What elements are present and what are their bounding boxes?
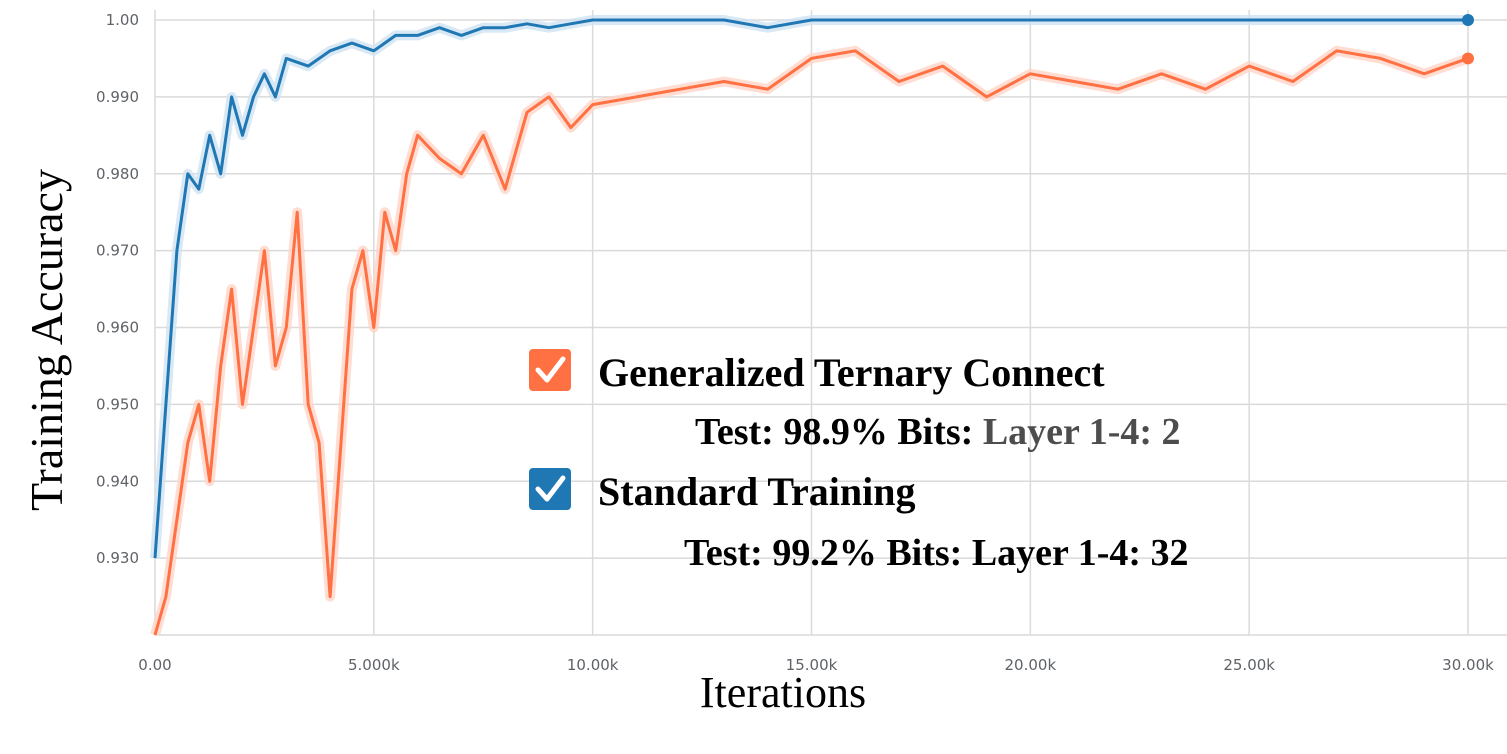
x-tick-label: 15.00k — [786, 656, 838, 674]
x-tick-label: 10.00k — [567, 656, 619, 674]
checkmark-icon — [535, 356, 566, 383]
end-marker-gtc — [1462, 52, 1474, 65]
grid-lines — [154, 10, 1507, 636]
legend-sub-gtc: Test: 98.9% Bits: Layer 1-4: 2 — [695, 411, 1181, 453]
legend-sub-standard-prefix: Test: 99.2% Bits: — [684, 532, 972, 574]
legend-sub-gtc-suffix: Layer 1-4: 2 — [983, 411, 1181, 453]
y-tick-label: 0.990 — [96, 88, 139, 106]
y-tick-label: 1.00 — [106, 11, 139, 29]
legend-checkbox-gtc[interactable] — [529, 349, 571, 391]
y-tick-label: 0.960 — [96, 319, 139, 337]
legend-sub-standard: Test: 99.2% Bits: Layer 1-4: 32 — [684, 532, 1189, 574]
y-tick-label: 0.950 — [96, 395, 139, 413]
y-tick-label: 0.980 — [96, 165, 139, 183]
series-line-gtc — [153, 49, 1469, 636]
x-axis-title: Iterations — [700, 668, 866, 717]
legend-sub-gtc-prefix: Test: 98.9% Bits: — [695, 411, 983, 453]
y-axis-title: Training Accuracy — [21, 169, 72, 511]
x-tick-labels: 0.00 5.000k 10.00k 15.00k 20.00k 25.00k 30.00k — [138, 656, 1494, 674]
y-tick-labels: 0.930 0.940 0.950 0.960 0.970 0.980 0.990 1.00 — [96, 11, 139, 567]
legend-checkbox-standard[interactable] — [529, 468, 571, 510]
legend-label-gtc: Generalized Ternary Connect — [598, 350, 1105, 395]
end-marker-standard — [1462, 14, 1474, 26]
legend-entry-standard[interactable]: Standard Training Test: 99.2% Bits: Laye… — [529, 468, 1189, 574]
x-tick-label: 20.00k — [1005, 656, 1057, 674]
y-tick-label: 0.930 — [96, 549, 139, 567]
x-tick-label: 0.00 — [138, 656, 171, 674]
legend-label-standard: Standard Training — [598, 469, 916, 514]
legend: Generalized Ternary Connect Test: 98.9% … — [529, 349, 1189, 574]
y-tick-label: 0.940 — [96, 472, 139, 490]
legend-sub-standard-suffix: Layer 1-4: 32 — [972, 532, 1189, 574]
end-markers — [1462, 14, 1474, 65]
x-tick-label: 5.000k — [348, 656, 400, 674]
checkmark-icon — [535, 475, 566, 502]
series-line-standard — [153, 18, 1468, 559]
smoothed-series-layer — [153, 18, 1469, 636]
x-tick-label: 30.00k — [1442, 656, 1494, 674]
legend-entry-gtc[interactable]: Generalized Ternary Connect Test: 98.9% … — [529, 349, 1181, 453]
x-tick-label: 25.00k — [1223, 656, 1275, 674]
y-tick-label: 0.970 — [96, 242, 139, 260]
